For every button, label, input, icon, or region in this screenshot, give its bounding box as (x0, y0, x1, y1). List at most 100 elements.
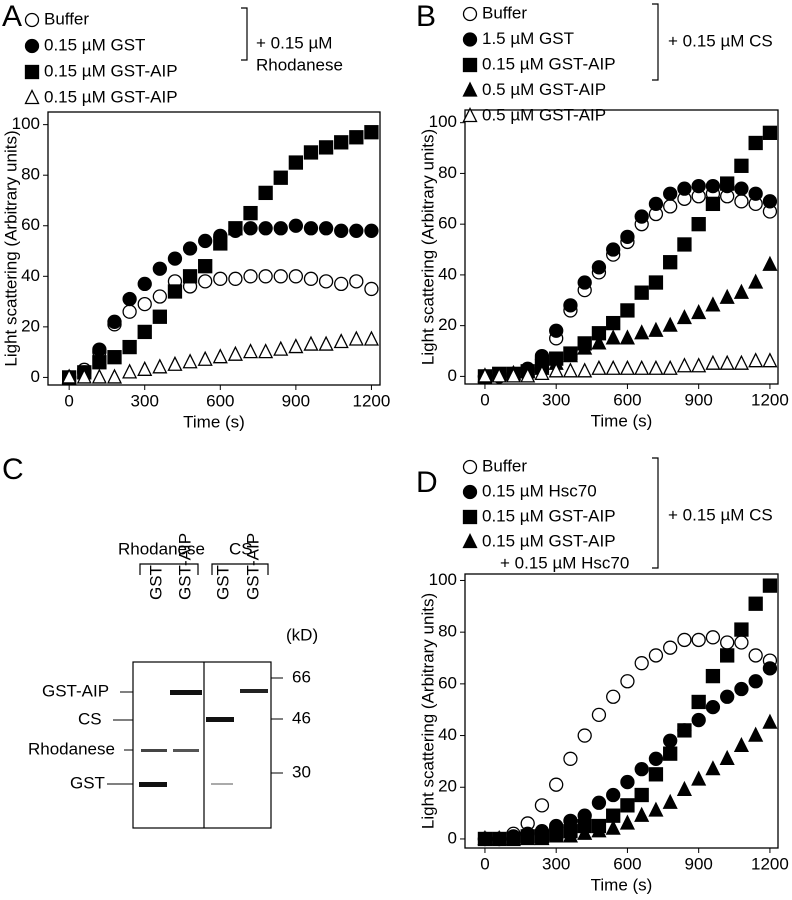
y-axis-label: Light scattering (Arbitrary units) (1, 130, 20, 366)
point (167, 355, 183, 371)
point (563, 751, 578, 766)
point (243, 221, 258, 236)
point (318, 221, 334, 236)
point (705, 296, 721, 312)
point (198, 233, 213, 249)
panel-label: A (2, 0, 22, 33)
point (648, 751, 664, 766)
y-tick-label: 40 (438, 725, 457, 744)
legend-marker (462, 459, 478, 475)
point (676, 780, 692, 796)
point (577, 728, 592, 743)
point (734, 194, 749, 209)
point (137, 296, 152, 312)
point (663, 733, 678, 748)
point (288, 269, 304, 284)
legend-label: 0.15 µM GST-AIP (44, 61, 178, 80)
point (364, 281, 379, 297)
x-axis-label: Time (s) (183, 412, 245, 431)
x-tick-label: 600 (613, 390, 641, 409)
point (349, 223, 364, 238)
point (198, 259, 213, 274)
point (258, 185, 273, 201)
point (534, 829, 550, 846)
legend-marker (462, 533, 478, 549)
point (167, 251, 183, 266)
point (634, 787, 649, 803)
legend-marker (462, 81, 478, 97)
point (182, 269, 198, 284)
point (705, 760, 721, 776)
legend-marker (24, 12, 40, 28)
point (318, 140, 334, 155)
point (691, 304, 707, 320)
legend-marker (24, 89, 40, 105)
point (549, 323, 564, 338)
x-tick-label: 900 (282, 391, 310, 410)
lane-label: GST (213, 565, 232, 600)
x-tick-label: 900 (684, 390, 712, 409)
point (520, 829, 536, 846)
point (122, 304, 137, 319)
x-tick-label: 1200 (353, 391, 391, 410)
legend-marker (462, 32, 478, 47)
point (762, 255, 778, 271)
point (303, 221, 319, 236)
point (748, 596, 763, 611)
gel-band (206, 717, 234, 722)
legend-label: 0.5 µM GST-AIP (482, 105, 606, 124)
point (748, 726, 764, 742)
point (648, 359, 664, 375)
legend-marker (462, 107, 478, 123)
legend-marker (462, 6, 478, 22)
point (648, 648, 664, 663)
point (663, 640, 678, 655)
point (605, 359, 621, 375)
point (122, 291, 137, 307)
point (334, 135, 349, 150)
point (137, 276, 152, 292)
gel-group-label: Rhodanese (118, 539, 205, 558)
point (491, 367, 507, 383)
point (648, 275, 664, 290)
point (288, 218, 304, 233)
point (182, 353, 198, 369)
y-tick-label: 100 (429, 112, 457, 131)
legend-marker (462, 484, 478, 500)
legend-note: + 0.15 µM CS (668, 31, 773, 50)
point (619, 359, 635, 375)
size-label: 46 (292, 708, 311, 727)
point (477, 367, 493, 383)
point (273, 269, 288, 284)
legend-marker (24, 64, 40, 80)
x-axis-label: Time (s) (591, 875, 653, 894)
gel-frame (132, 661, 272, 829)
point (91, 368, 107, 384)
point (606, 242, 621, 257)
point (548, 827, 564, 843)
y-tick-label: 80 (21, 165, 40, 184)
point (549, 777, 564, 792)
point (691, 632, 706, 648)
x-tick-label: 1200 (751, 854, 789, 873)
point (591, 260, 607, 275)
gel-band (139, 782, 167, 787)
band-pointer (107, 691, 133, 785)
point (137, 324, 152, 340)
legend-label: + 0.15 µM Hsc70 (500, 553, 629, 572)
y-tick-label: 60 (438, 214, 457, 233)
x-tick-label: 300 (542, 854, 570, 873)
plot-frame (464, 573, 779, 849)
point (634, 656, 649, 671)
legend-bracket (652, 457, 659, 569)
point (348, 330, 364, 346)
legend-label: 0.15 µM GST-AIP (44, 87, 178, 106)
point (620, 674, 635, 689)
band-label: Rhodanese (28, 739, 115, 758)
point (349, 274, 364, 289)
point (228, 271, 243, 286)
point (107, 314, 122, 329)
point (648, 767, 664, 782)
point (705, 196, 721, 212)
point (762, 125, 778, 140)
